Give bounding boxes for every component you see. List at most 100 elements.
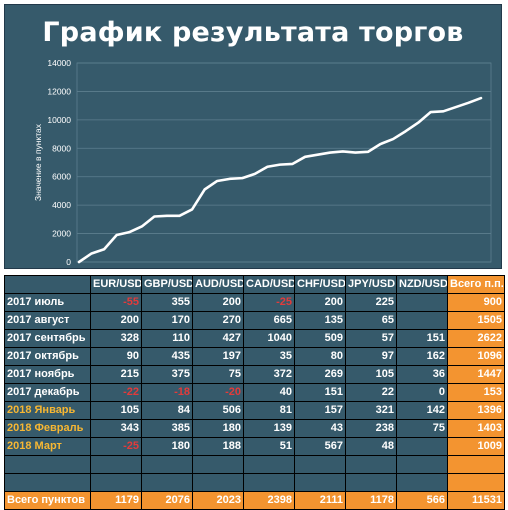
column-header: NZD/USD: [397, 276, 448, 294]
value-cell: 427: [193, 330, 244, 348]
value-cell: 188: [193, 438, 244, 456]
value-cell: 75: [397, 420, 448, 438]
row-total-cell: 11531: [448, 492, 505, 510]
value-cell: 215: [91, 366, 142, 384]
empty-cell: [448, 474, 505, 492]
value-cell: 2398: [244, 492, 295, 510]
value-cell: 180: [142, 438, 193, 456]
row-total-cell: 2622: [448, 330, 505, 348]
value-cell: 65: [346, 312, 397, 330]
column-header: JPY/USD: [346, 276, 397, 294]
value-cell: 135: [295, 312, 346, 330]
value-cell: 84: [142, 402, 193, 420]
empty-cell: [5, 456, 91, 474]
value-cell: 170: [142, 312, 193, 330]
plot-area: [77, 63, 491, 262]
row-label: 2017 сентябрь: [5, 330, 91, 348]
row-total-cell: 1403: [448, 420, 505, 438]
row-label: 2017 декабрь: [5, 384, 91, 402]
value-cell: 35: [244, 348, 295, 366]
row-label: 2017 ноябрь: [5, 366, 91, 384]
value-cell: 343: [91, 420, 142, 438]
value-cell: -55: [91, 294, 142, 312]
value-cell: 200: [295, 294, 346, 312]
value-cell: 48: [346, 438, 397, 456]
value-cell: 506: [193, 402, 244, 420]
empty-cell: [244, 474, 295, 492]
value-cell: 2023: [193, 492, 244, 510]
row-label: 2017 июль: [5, 294, 91, 312]
value-cell: 162: [397, 348, 448, 366]
y-tick-label: 4000: [52, 200, 71, 210]
value-cell: -25: [244, 294, 295, 312]
row-total-cell: 153: [448, 384, 505, 402]
empty-cell: [193, 456, 244, 474]
value-cell: 22: [346, 384, 397, 402]
row-total-cell: 900: [448, 294, 505, 312]
empty-cell: [346, 474, 397, 492]
value-cell: 665: [244, 312, 295, 330]
column-header: CHF/USD: [295, 276, 346, 294]
row-label: 2018 Январь: [5, 402, 91, 420]
empty-cell: [5, 474, 91, 492]
y-tick-label: 10000: [47, 115, 71, 125]
value-cell: 2111: [295, 492, 346, 510]
value-cell: 105: [346, 366, 397, 384]
value-cell: 139: [244, 420, 295, 438]
value-cell: 80: [295, 348, 346, 366]
header-blank: [5, 276, 91, 294]
empty-cell: [295, 456, 346, 474]
y-tick-label: 8000: [52, 143, 71, 153]
value-cell: 269: [295, 366, 346, 384]
value-cell: -20: [193, 384, 244, 402]
value-cell: 1178: [346, 492, 397, 510]
value-cell: 225: [346, 294, 397, 312]
value-cell: 200: [91, 312, 142, 330]
value-cell: 355: [142, 294, 193, 312]
row-total-cell: 1009: [448, 438, 505, 456]
value-cell: 57: [346, 330, 397, 348]
value-cell: 509: [295, 330, 346, 348]
value-cell: 435: [142, 348, 193, 366]
empty-cell: [142, 474, 193, 492]
value-cell: 157: [295, 402, 346, 420]
row-label: 2018 Февраль: [5, 420, 91, 438]
value-cell: 328: [91, 330, 142, 348]
row-total-cell: 1396: [448, 402, 505, 420]
value-cell: 110: [142, 330, 193, 348]
row-total-cell: 1096: [448, 348, 505, 366]
value-cell: 385: [142, 420, 193, 438]
empty-cell: [244, 456, 295, 474]
value-cell: -18: [142, 384, 193, 402]
empty-cell: [346, 456, 397, 474]
value-cell: 142: [397, 402, 448, 420]
value-cell: 270: [193, 312, 244, 330]
value-cell: 321: [346, 402, 397, 420]
value-cell: 75: [193, 366, 244, 384]
value-cell: 567: [295, 438, 346, 456]
y-tick-label: 2000: [52, 229, 71, 239]
value-cell: 372: [244, 366, 295, 384]
empty-cell: [91, 474, 142, 492]
y-tick-label: 6000: [52, 172, 71, 182]
empty-cell: [448, 456, 505, 474]
empty-cell: [295, 474, 346, 492]
value-cell: 200: [193, 294, 244, 312]
y-tick-label: 14000: [47, 58, 71, 68]
value-cell: 197: [193, 348, 244, 366]
column-header: CAD/USD: [244, 276, 295, 294]
value-cell: 151: [295, 384, 346, 402]
value-cell: 105: [91, 402, 142, 420]
value-cell: [397, 294, 448, 312]
value-cell: 375: [142, 366, 193, 384]
column-header: AUD/USD: [193, 276, 244, 294]
value-cell: 180: [193, 420, 244, 438]
